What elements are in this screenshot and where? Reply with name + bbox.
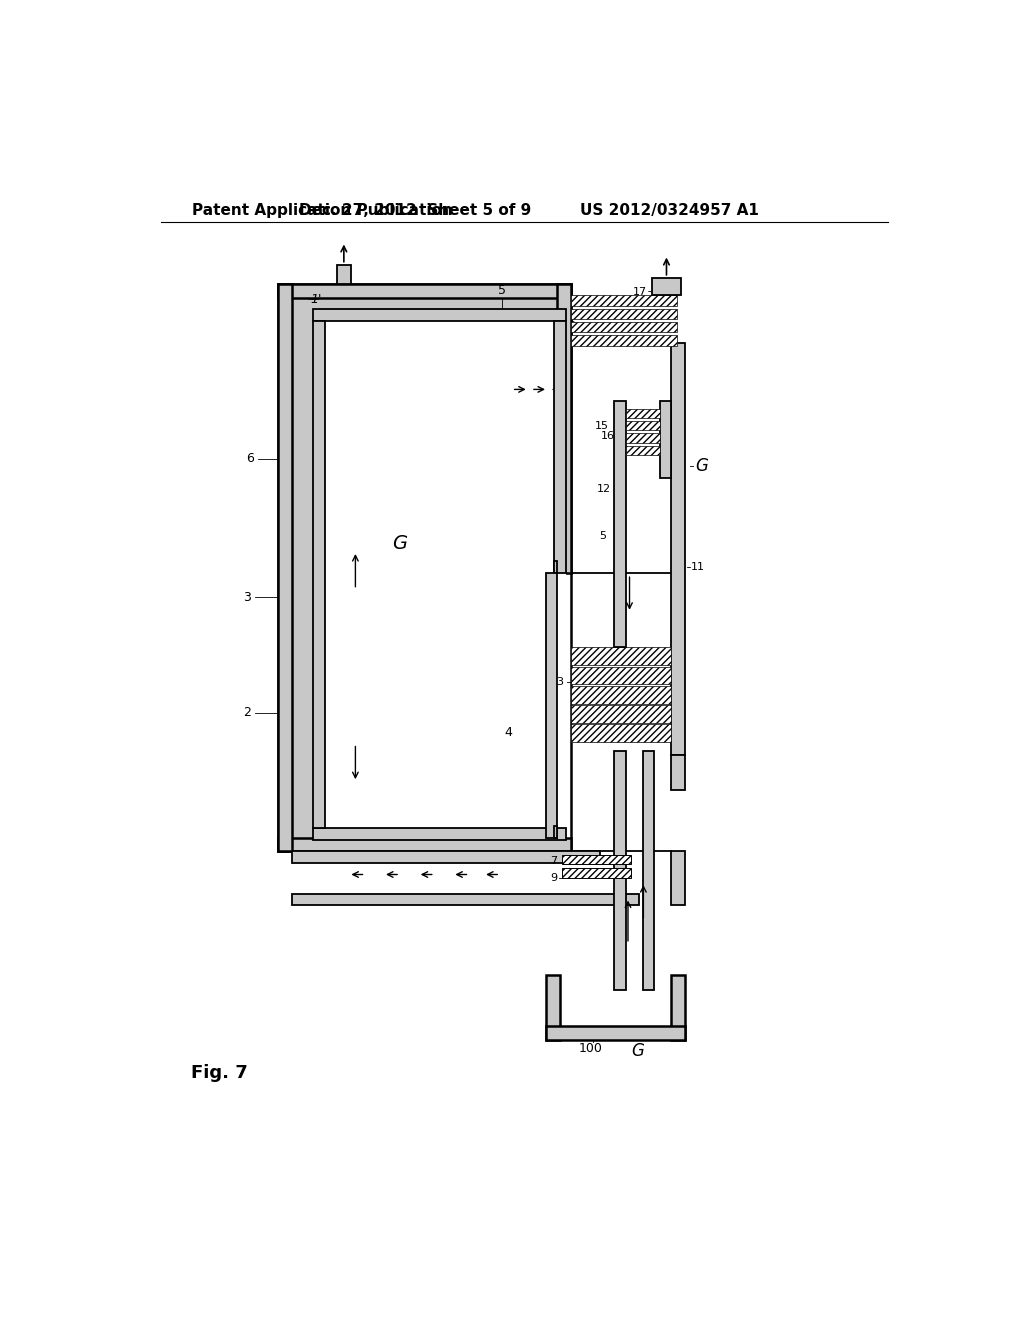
Bar: [292, 894, 639, 906]
Bar: [304, 863, 593, 894]
Text: 12: 12: [597, 484, 611, 495]
Bar: [571, 296, 677, 306]
Bar: [614, 401, 626, 647]
Text: 9: 9: [550, 874, 557, 883]
Bar: [571, 322, 677, 333]
Text: Fig. 7: Fig. 7: [190, 1064, 248, 1082]
Bar: [313, 321, 325, 829]
Bar: [292, 851, 600, 863]
Bar: [626, 409, 659, 418]
Bar: [325, 826, 546, 829]
Bar: [626, 446, 659, 455]
Bar: [547, 1026, 685, 1040]
Text: 3: 3: [244, 591, 252, 603]
Bar: [313, 829, 565, 840]
Bar: [626, 421, 659, 430]
Text: 2: 2: [244, 706, 252, 719]
Text: G: G: [392, 533, 408, 553]
Text: 1': 1': [310, 293, 322, 306]
Text: 6: 6: [246, 453, 254, 465]
Bar: [562, 855, 631, 865]
Text: 5: 5: [599, 531, 606, 541]
Text: G: G: [695, 458, 708, 475]
Bar: [571, 667, 671, 684]
Text: 5: 5: [499, 284, 507, 297]
Bar: [313, 309, 565, 321]
Bar: [643, 751, 654, 990]
Bar: [562, 869, 631, 878]
Bar: [614, 751, 626, 990]
Text: 16: 16: [601, 430, 614, 441]
Bar: [571, 647, 671, 665]
Text: G: G: [631, 1043, 644, 1060]
Text: Dec. 27, 2012  Sheet 5 of 9: Dec. 27, 2012 Sheet 5 of 9: [299, 203, 531, 218]
Text: Patent Application Publication: Patent Application Publication: [193, 203, 453, 218]
Bar: [571, 686, 671, 704]
Text: 7: 7: [550, 855, 557, 866]
Text: 4: 4: [504, 726, 512, 739]
Bar: [571, 309, 677, 319]
Bar: [554, 561, 557, 573]
Bar: [554, 321, 565, 573]
Bar: [313, 838, 565, 840]
Bar: [626, 433, 659, 442]
Text: 100: 100: [580, 1043, 603, 1056]
Bar: [571, 705, 671, 723]
Bar: [671, 755, 685, 789]
Text: US 2012/0324957 A1: US 2012/0324957 A1: [581, 203, 759, 218]
Bar: [652, 277, 681, 296]
Bar: [279, 838, 571, 851]
Bar: [659, 401, 671, 478]
Text: 11: 11: [691, 561, 706, 572]
Bar: [313, 298, 565, 309]
Bar: [571, 725, 671, 742]
Text: 15: 15: [595, 421, 608, 432]
Text: 14: 14: [552, 314, 566, 323]
Bar: [547, 974, 560, 1040]
Bar: [279, 284, 571, 298]
Bar: [671, 343, 685, 755]
Text: 13: 13: [551, 677, 565, 686]
Bar: [337, 264, 351, 284]
Bar: [557, 284, 571, 573]
Bar: [571, 335, 677, 346]
Bar: [546, 573, 557, 838]
Bar: [554, 826, 557, 838]
Text: 17: 17: [633, 286, 646, 297]
Bar: [671, 851, 685, 906]
Bar: [671, 974, 685, 1040]
Bar: [279, 284, 292, 851]
Bar: [292, 298, 313, 838]
Bar: [325, 321, 565, 829]
Bar: [557, 298, 565, 574]
